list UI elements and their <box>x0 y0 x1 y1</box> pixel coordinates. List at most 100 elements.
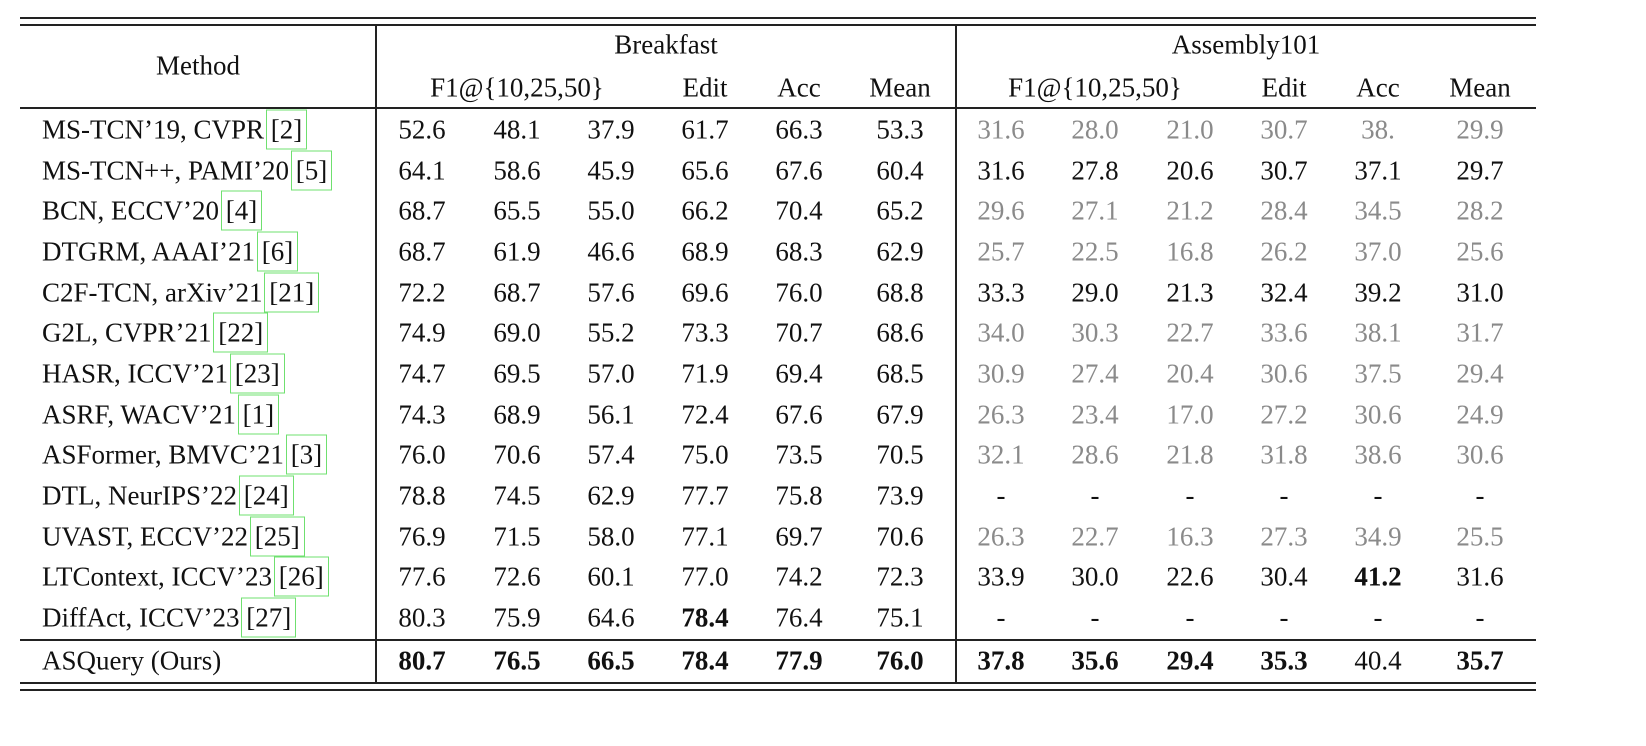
breakfast-cell: 69.4 <box>775 358 823 389</box>
method-text: DiffAct, ICCV’23 <box>42 602 240 633</box>
assembly-cell: 29.0 <box>1071 277 1119 308</box>
breakfast-cell: 70.4 <box>775 195 823 226</box>
method-text: ASQuery (Ours) <box>42 645 222 676</box>
breakfast-cell: 76.9 <box>398 521 446 552</box>
breakfast-cell: 75.8 <box>775 480 823 511</box>
citation: [5] <box>290 150 333 191</box>
assembly-cell: 29.9 <box>1456 114 1504 145</box>
assembly-cell: 29.7 <box>1456 155 1504 186</box>
citation: [26] <box>273 556 329 597</box>
citation: [4] <box>220 190 263 231</box>
assembly-cell: 29.4 <box>1166 645 1214 676</box>
assembly-cell: - <box>1373 480 1383 511</box>
assembly-cell: 30.0 <box>1071 561 1119 592</box>
citation: [21] <box>264 272 320 313</box>
breakfast-cell: 57.6 <box>587 277 635 308</box>
breakfast-cell: 70.7 <box>775 317 823 348</box>
breakfast-cell: 75.1 <box>876 602 924 633</box>
breakfast-cell: 77.9 <box>775 645 823 676</box>
breakfast-cell: 69.5 <box>493 358 541 389</box>
assembly-cell: 30.7 <box>1260 114 1308 145</box>
assembly-cell: 27.3 <box>1260 521 1308 552</box>
column-header: Acc <box>1356 72 1400 103</box>
assembly-cell: 35.3 <box>1260 645 1308 676</box>
column-header: Edit <box>682 72 728 103</box>
breakfast-cell: 76.0 <box>398 439 446 470</box>
assembly-cell: 30.6 <box>1456 439 1504 470</box>
assembly-cell: 26.3 <box>977 521 1025 552</box>
assembly-cell: - <box>1279 602 1289 633</box>
breakfast-cell: 77.0 <box>681 561 729 592</box>
assembly-cell: - <box>1185 480 1195 511</box>
breakfast-cell: 73.9 <box>876 480 924 511</box>
breakfast-cell: 68.9 <box>681 236 729 267</box>
breakfast-cell: 80.3 <box>398 602 446 633</box>
breakfast-cell: 78.8 <box>398 480 446 511</box>
citation: [23] <box>229 353 285 394</box>
breakfast-cell: 68.7 <box>493 277 541 308</box>
assembly-cell: 31.6 <box>977 114 1025 145</box>
breakfast-cell: 76.4 <box>775 602 823 633</box>
breakfast-cell: 58.6 <box>493 155 541 186</box>
breakfast-cell: 64.6 <box>587 602 635 633</box>
breakfast-cell: 57.0 <box>587 358 635 389</box>
method-name: LTContext, ICCV’23 [26] <box>42 556 329 597</box>
assembly-cell: 35.7 <box>1456 645 1504 676</box>
assembly-cell: - <box>1475 602 1485 633</box>
citation: [22] <box>213 312 269 353</box>
method-text: BCN, ECCV’20 <box>42 195 220 226</box>
assembly-cell: 27.1 <box>1071 195 1119 226</box>
breakfast-cell: 55.0 <box>587 195 635 226</box>
assembly-cell: 33.9 <box>977 561 1025 592</box>
assembly-cell: 38. <box>1361 114 1395 145</box>
breakfast-cell: 69.0 <box>493 317 541 348</box>
assembly-cell: 28.4 <box>1260 195 1308 226</box>
assembly-cell: 31.7 <box>1456 317 1504 348</box>
breakfast-cell: 64.1 <box>398 155 446 186</box>
rule <box>20 639 1536 641</box>
breakfast-cell: 74.9 <box>398 317 446 348</box>
method-name: C2F-TCN, arXiv’21 [21] <box>42 272 320 313</box>
breakfast-cell: 45.9 <box>587 155 635 186</box>
citation: [2] <box>265 109 308 150</box>
citation: [1] <box>237 394 280 435</box>
assembly-cell: 20.6 <box>1166 155 1214 186</box>
assembly-cell: 39.2 <box>1354 277 1402 308</box>
breakfast-cell: 69.6 <box>681 277 729 308</box>
assembly-cell: 30.4 <box>1260 561 1308 592</box>
breakfast-cell: 58.0 <box>587 521 635 552</box>
breakfast-cell: 70.6 <box>876 521 924 552</box>
breakfast-cell: 68.6 <box>876 317 924 348</box>
citation: [24] <box>238 475 294 516</box>
assembly-cell: 33.6 <box>1260 317 1308 348</box>
column-header: F1@{10,25,50} <box>1008 72 1182 103</box>
breakfast-cell: 56.1 <box>587 399 635 430</box>
breakfast-cell: 76.0 <box>775 277 823 308</box>
assembly-cell: 21.0 <box>1166 114 1214 145</box>
rule <box>20 107 1536 109</box>
method-name: DiffAct, ICCV’23 [27] <box>42 597 297 638</box>
method-name: G2L, CVPR’21 [22] <box>42 312 269 353</box>
assembly-cell: - <box>1373 602 1383 633</box>
assembly-cell: 32.4 <box>1260 277 1308 308</box>
assembly-cell: 33.3 <box>977 277 1025 308</box>
breakfast-cell: 77.6 <box>398 561 446 592</box>
assembly-cell: 37.5 <box>1354 358 1402 389</box>
citation: [3] <box>285 434 328 475</box>
method-text: UVAST, ECCV’22 <box>42 521 249 552</box>
assembly-cell: 31.6 <box>1456 561 1504 592</box>
breakfast-cell: 76.5 <box>493 645 541 676</box>
assembly-cell: 34.0 <box>977 317 1025 348</box>
column-header: Acc <box>777 72 821 103</box>
assembly-cell: - <box>996 480 1006 511</box>
breakfast-cell: 75.0 <box>681 439 729 470</box>
citation: [25] <box>249 516 305 557</box>
assembly-cell: 28.0 <box>1071 114 1119 145</box>
assembly-cell: 25.7 <box>977 236 1025 267</box>
assembly-cell: 22.7 <box>1166 317 1214 348</box>
assembly-cell: 41.2 <box>1354 561 1402 592</box>
assembly-cell: 27.4 <box>1071 358 1119 389</box>
method-name: DTL, NeurIPS’22 [24] <box>42 475 294 516</box>
method-name: ASFormer, BMVC’21 [3] <box>42 434 328 475</box>
method-text: LTContext, ICCV’23 <box>42 561 273 592</box>
